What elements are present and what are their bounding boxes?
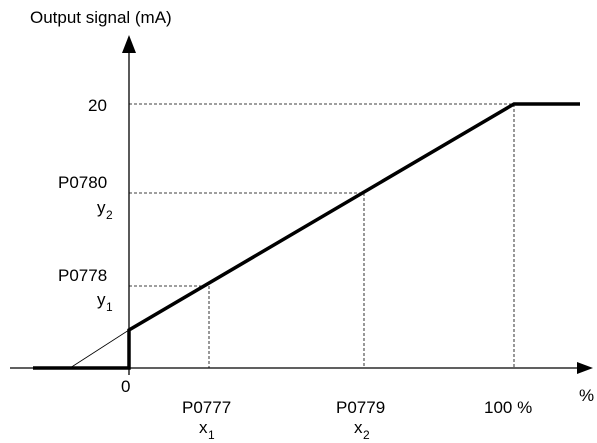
x-axis-unit: % xyxy=(579,386,594,405)
y1-var: y xyxy=(97,290,106,309)
x2-sub: 2 xyxy=(363,428,370,442)
x-value-100: 100 % xyxy=(484,398,532,417)
origin-label: 0 xyxy=(121,377,130,396)
y1-param: P0778 xyxy=(58,266,107,285)
y2-param: P0780 xyxy=(58,173,107,192)
y1-sub: 1 xyxy=(106,300,113,314)
x1-var: x xyxy=(199,418,208,437)
y-axis-arrow-icon xyxy=(122,35,136,53)
y2-var: y xyxy=(97,198,106,217)
extrapolation-line xyxy=(69,329,130,369)
characteristic-curve xyxy=(33,102,580,370)
x-axis-arrow-icon xyxy=(577,362,593,374)
x1-param: P0777 xyxy=(182,398,231,417)
x1-sub: 1 xyxy=(208,428,215,442)
x2-var: x xyxy=(354,418,363,437)
x2-param: P0779 xyxy=(336,398,385,417)
y2-sub: 2 xyxy=(106,208,113,222)
y-axis-title: Output signal (mA) xyxy=(30,8,172,27)
y-value-20: 20 xyxy=(88,96,107,115)
